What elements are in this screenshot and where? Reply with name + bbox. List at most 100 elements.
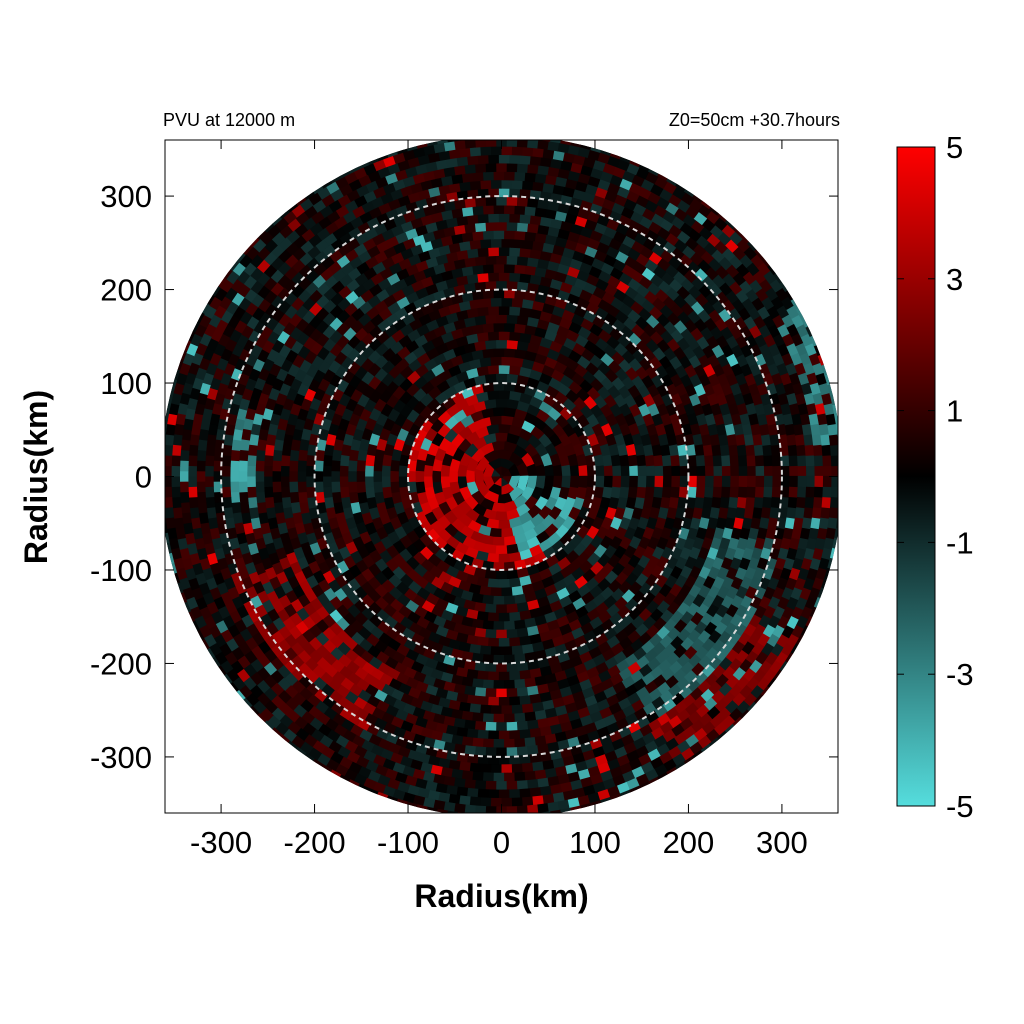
pv-cell-1681 xyxy=(537,683,550,695)
pv-cell-3994 xyxy=(299,741,314,756)
pv-cell-751 xyxy=(471,323,484,335)
pv-cell-2127 xyxy=(736,496,748,509)
pv-cell-2021 xyxy=(492,230,505,240)
pv-cell-1444 xyxy=(664,574,679,589)
pv-cell-179 xyxy=(430,432,445,448)
pv-cell-1253 xyxy=(463,282,476,294)
pv-cell-505 xyxy=(553,360,568,374)
pv-cell-787 xyxy=(430,605,445,619)
x-tick-label: 0 xyxy=(493,825,510,860)
pv-cell-335 xyxy=(400,496,413,511)
pv-cell-3809 xyxy=(448,793,461,805)
pv-cell-3024 xyxy=(206,507,217,520)
pv-cell-2548 xyxy=(420,727,434,739)
pv-cell-2664 xyxy=(259,325,273,341)
pv-cell-375 xyxy=(518,366,532,378)
pv-cell-3539 xyxy=(336,194,351,208)
pv-cell-3772 xyxy=(179,548,191,561)
pv-cell-2096 xyxy=(524,711,537,722)
pv-cell-2061 xyxy=(257,512,269,525)
pv-cell-3184 xyxy=(233,320,248,335)
pv-cell-63 xyxy=(524,495,540,511)
pv-cell-592 xyxy=(423,357,438,372)
pv-cell-3504 xyxy=(682,213,697,228)
pv-cell-1392 xyxy=(298,438,310,452)
pv-cell-2675 xyxy=(223,434,234,447)
pv-cell-746 xyxy=(523,324,537,336)
pv-cell-3481 xyxy=(808,412,820,426)
pv-cell-424 xyxy=(603,475,614,488)
pv-cell-571 xyxy=(614,412,628,427)
pv-cell-2094 xyxy=(504,713,516,723)
pv-cell-219 xyxy=(454,397,469,412)
pv-cell-1612 xyxy=(495,255,507,265)
pv-cell-3773 xyxy=(181,558,194,572)
pv-cell-2142 xyxy=(711,343,725,359)
pv-cell-4120 xyxy=(456,140,469,142)
pv-cell-2442 xyxy=(751,392,764,406)
pv-cell-3906 xyxy=(567,144,580,156)
pv-cell-2991 xyxy=(349,215,364,230)
pv-cell-3377 xyxy=(192,413,204,426)
pv-cell-2501 xyxy=(266,330,280,345)
pv-cell-3907 xyxy=(557,142,570,154)
pv-cell-2060 xyxy=(256,502,267,515)
pv-cell-3432 xyxy=(527,779,540,790)
pv-cell-3047 xyxy=(323,706,338,721)
pv-cell-1155 xyxy=(353,352,368,368)
pv-cell-1697 xyxy=(673,592,687,607)
pv-cell-1197 xyxy=(524,651,538,663)
pv-cell-3063 xyxy=(480,763,492,774)
pv-cell-205 xyxy=(576,452,588,467)
pv-cell-2581 xyxy=(720,612,734,627)
pv-cell-2070 xyxy=(290,598,304,614)
pv-cell-226 xyxy=(415,459,426,472)
pv-cell-3334 xyxy=(516,163,528,173)
pv-cell-3793 xyxy=(295,727,310,742)
pv-cell-2355 xyxy=(238,449,249,462)
pv-cell-4270 xyxy=(839,486,848,497)
pv-cell-2728 xyxy=(577,733,591,746)
pv-cell-532 xyxy=(375,502,388,516)
pv-cell-638 xyxy=(614,526,628,541)
pv-cell-1491 xyxy=(440,269,454,282)
pv-cell-53 xyxy=(458,452,472,468)
pv-cell-3158 xyxy=(450,173,464,185)
pv-cell-2469 xyxy=(554,210,568,222)
pv-cell-463 xyxy=(389,516,403,531)
pv-cell-534 xyxy=(382,521,396,536)
pv-cell-3586 xyxy=(215,620,229,635)
pv-cell-4066 xyxy=(839,455,848,466)
pv-cell-3505 xyxy=(673,207,688,222)
pv-cell-2051 xyxy=(261,408,274,422)
pv-cell-1671 xyxy=(433,678,447,691)
pv-cell-2400 xyxy=(539,725,553,737)
pv-cell-855 xyxy=(356,393,370,408)
pv-cell-1085 xyxy=(479,645,492,656)
pv-cell-3107 xyxy=(788,486,799,498)
pv-cell-2015 xyxy=(554,236,568,248)
pv-cell-284 xyxy=(433,536,448,551)
pv-cell-2020 xyxy=(503,230,515,240)
pv-cell-186 xyxy=(431,506,445,522)
pv-cell-707 xyxy=(509,611,522,622)
pv-cell-2255 xyxy=(624,683,639,698)
pv-cell-878 xyxy=(414,605,429,620)
pv-cell-3237 xyxy=(420,762,434,774)
pv-cell-846 xyxy=(422,329,437,343)
pv-cell-1089 xyxy=(522,643,535,655)
pv-cell-1451 xyxy=(692,506,704,520)
pv-cell-2809 xyxy=(445,191,459,203)
pv-cell-140 xyxy=(437,437,452,453)
pv-cell-3848 xyxy=(786,615,800,630)
pv-cell-3336 xyxy=(495,162,507,172)
pv-cell-240 xyxy=(509,551,523,563)
pv-cell-3958 xyxy=(166,413,178,426)
pv-cell-4116 xyxy=(498,129,509,138)
pv-cell-2652 xyxy=(345,237,361,252)
pv-cell-2436 xyxy=(763,454,773,467)
pv-cell-3391 xyxy=(199,557,211,572)
pv-cell-493 xyxy=(620,464,631,477)
pv-cell-530 xyxy=(373,481,383,494)
pv-cell-785 xyxy=(412,594,427,609)
